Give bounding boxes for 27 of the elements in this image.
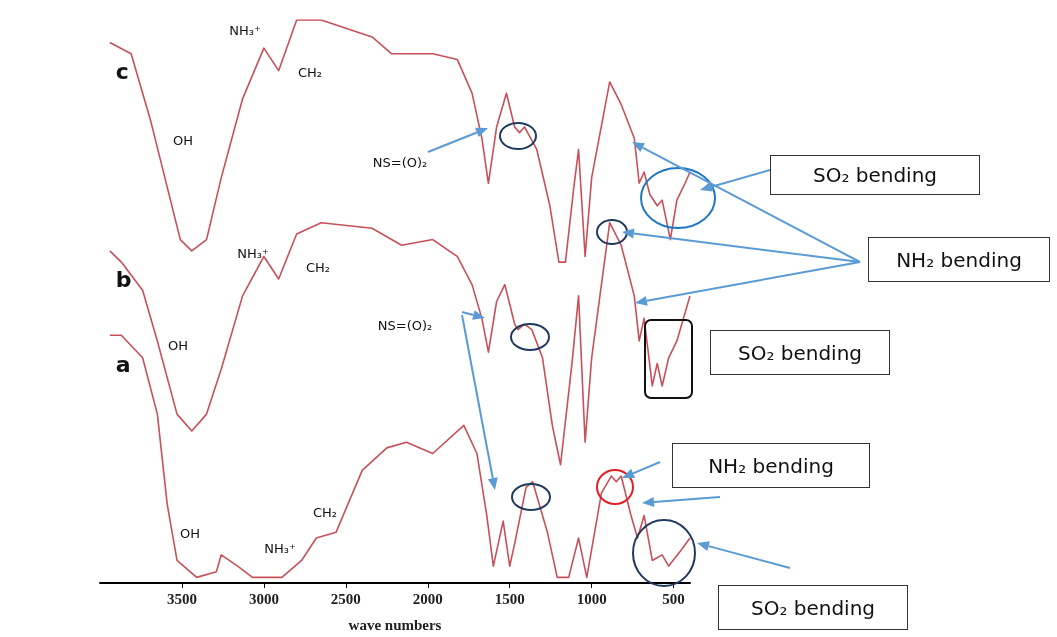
text-box: SO₂ bending [710,330,890,375]
annotation: NH₃⁺ [237,245,269,261]
x-tick-label: 3500 [166,590,197,607]
annotation: OH [179,525,201,541]
series-label: b [115,267,132,293]
x-tick-label: 1500 [494,590,525,607]
series-label: c [115,59,129,85]
x-tick-label: 2000 [412,590,443,607]
x-tick-label: 1000 [576,590,607,607]
text-box: SO₂ bending [718,585,908,630]
x-tick-label: 2500 [330,590,361,607]
x-tick-label: 3000 [248,590,279,607]
annotation: OH [167,337,189,353]
x-tick-label: 500 [662,590,685,607]
series-label: a [115,351,131,377]
text-box: NH₂ bending [672,443,870,488]
annotation: OH [172,132,194,148]
annotation: NH₃⁺ [264,540,296,556]
text-box: SO₂ bending [770,155,980,195]
text-box: NH₂ bending [868,237,1050,282]
annotation: NH₃⁺ [229,22,261,38]
x-axis-title: wave numbers [348,616,442,633]
annotation: CH₂ [297,64,323,80]
annotation: CH₂ [312,504,338,520]
annotation: NS=(O)₂ [377,317,433,333]
annotation: NS=(O)₂ [372,154,428,170]
annotation: CH₂ [305,259,331,275]
